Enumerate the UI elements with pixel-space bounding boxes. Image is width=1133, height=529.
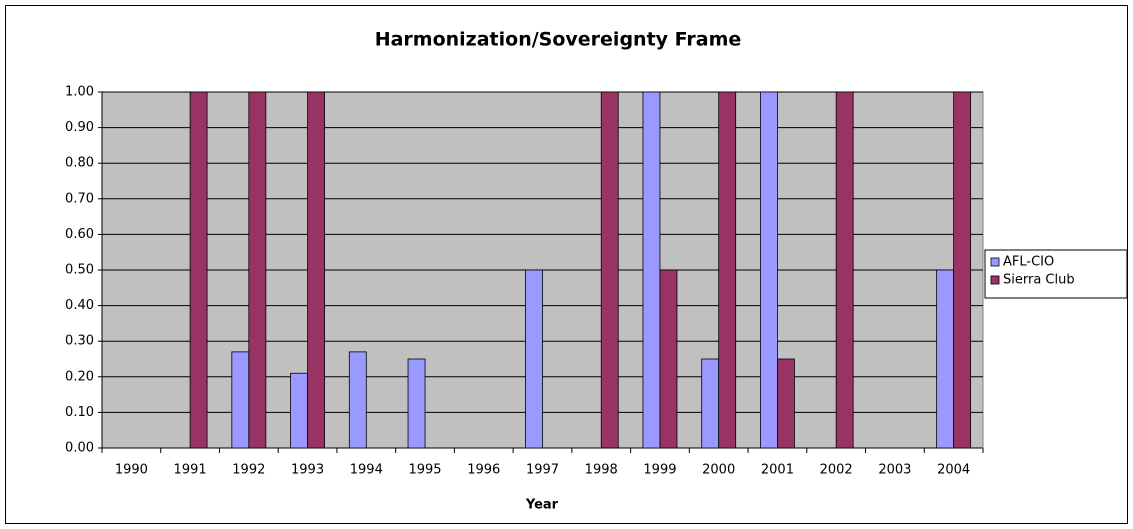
x-tick-label: 2000 (702, 463, 735, 478)
x-tick-label: 1998 (585, 463, 618, 478)
legend-swatch (990, 275, 1000, 285)
y-tick-label: 0.90 (65, 120, 94, 135)
x-tick-label: 2004 (937, 463, 970, 478)
y-tick-label: 1.00 (65, 85, 94, 100)
x-axis-title: Year (525, 498, 559, 513)
bar (777, 358, 795, 449)
bar (348, 351, 367, 449)
y-tick-label: 0.30 (65, 334, 94, 349)
y-tick-label: 0.40 (65, 298, 94, 313)
bar (642, 91, 661, 449)
y-tick-label: 0.70 (65, 191, 94, 206)
bar (718, 91, 737, 449)
x-tick-label: 2001 (761, 463, 794, 478)
x-tick-label: 2002 (820, 463, 853, 478)
bar (936, 269, 955, 449)
legend-label: AFL-CIO (1003, 255, 1054, 270)
x-tick-label: 1993 (291, 463, 324, 478)
bar (701, 358, 720, 449)
x-tick-label: 1990 (115, 463, 148, 478)
legend-swatch (990, 257, 1000, 267)
bar (231, 351, 250, 449)
bar (189, 91, 208, 449)
bar (307, 91, 325, 449)
bar (525, 269, 543, 449)
bar (835, 91, 854, 449)
bar (248, 91, 267, 449)
y-tick-label: 0.20 (65, 369, 94, 384)
x-tick-label: 1999 (643, 463, 676, 478)
x-tick-label: 1996 (467, 463, 500, 478)
bar (407, 358, 426, 449)
x-tick-label: 1994 (350, 463, 383, 478)
x-tick-label: 1995 (408, 463, 441, 478)
bar (600, 91, 619, 449)
x-tick-label: 1997 (526, 463, 559, 478)
bar (760, 91, 778, 449)
x-tick-label: 1991 (174, 463, 207, 478)
bar (953, 91, 972, 449)
legend-box (984, 249, 1128, 299)
chart-title: Harmonization/Sovereignty Frame (375, 29, 742, 51)
bar (290, 372, 308, 449)
y-tick-label: 0.50 (65, 263, 94, 278)
y-tick-label: 0.60 (65, 227, 94, 242)
y-tick-label: 0.80 (65, 156, 94, 171)
y-tick-label: 0.00 (65, 441, 94, 456)
y-tick-label: 0.10 (65, 405, 94, 420)
x-tick-label: 1992 (232, 463, 265, 478)
bar (659, 269, 678, 449)
x-tick-label: 2003 (878, 463, 911, 478)
legend-label: Sierra Club (1003, 273, 1075, 288)
